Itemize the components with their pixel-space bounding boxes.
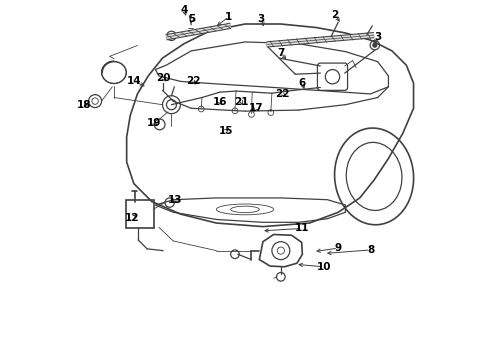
Text: 17: 17 xyxy=(248,103,263,113)
Text: 10: 10 xyxy=(317,262,331,272)
Text: 4: 4 xyxy=(180,5,188,15)
Text: 13: 13 xyxy=(168,195,182,205)
Text: 19: 19 xyxy=(147,118,161,128)
Text: 7: 7 xyxy=(277,48,285,58)
Text: 20: 20 xyxy=(156,73,171,83)
Text: 22: 22 xyxy=(275,89,290,99)
Text: 8: 8 xyxy=(367,245,374,255)
Text: 3: 3 xyxy=(258,14,265,24)
Text: 2: 2 xyxy=(331,10,338,20)
Circle shape xyxy=(373,43,377,47)
Text: 5: 5 xyxy=(188,14,196,24)
Text: 6: 6 xyxy=(299,78,306,88)
Text: 15: 15 xyxy=(219,126,234,135)
Text: 3: 3 xyxy=(374,32,381,41)
Text: 22: 22 xyxy=(186,76,200,86)
Text: 12: 12 xyxy=(125,213,139,222)
Text: 21: 21 xyxy=(234,97,248,107)
Text: 9: 9 xyxy=(335,243,342,253)
Text: 1: 1 xyxy=(225,12,232,22)
Text: 16: 16 xyxy=(213,97,227,107)
Text: 18: 18 xyxy=(77,100,92,110)
Text: 14: 14 xyxy=(127,76,142,86)
Text: 11: 11 xyxy=(295,224,310,233)
